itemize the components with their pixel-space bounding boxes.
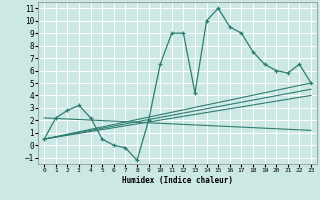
X-axis label: Humidex (Indice chaleur): Humidex (Indice chaleur) — [122, 176, 233, 185]
